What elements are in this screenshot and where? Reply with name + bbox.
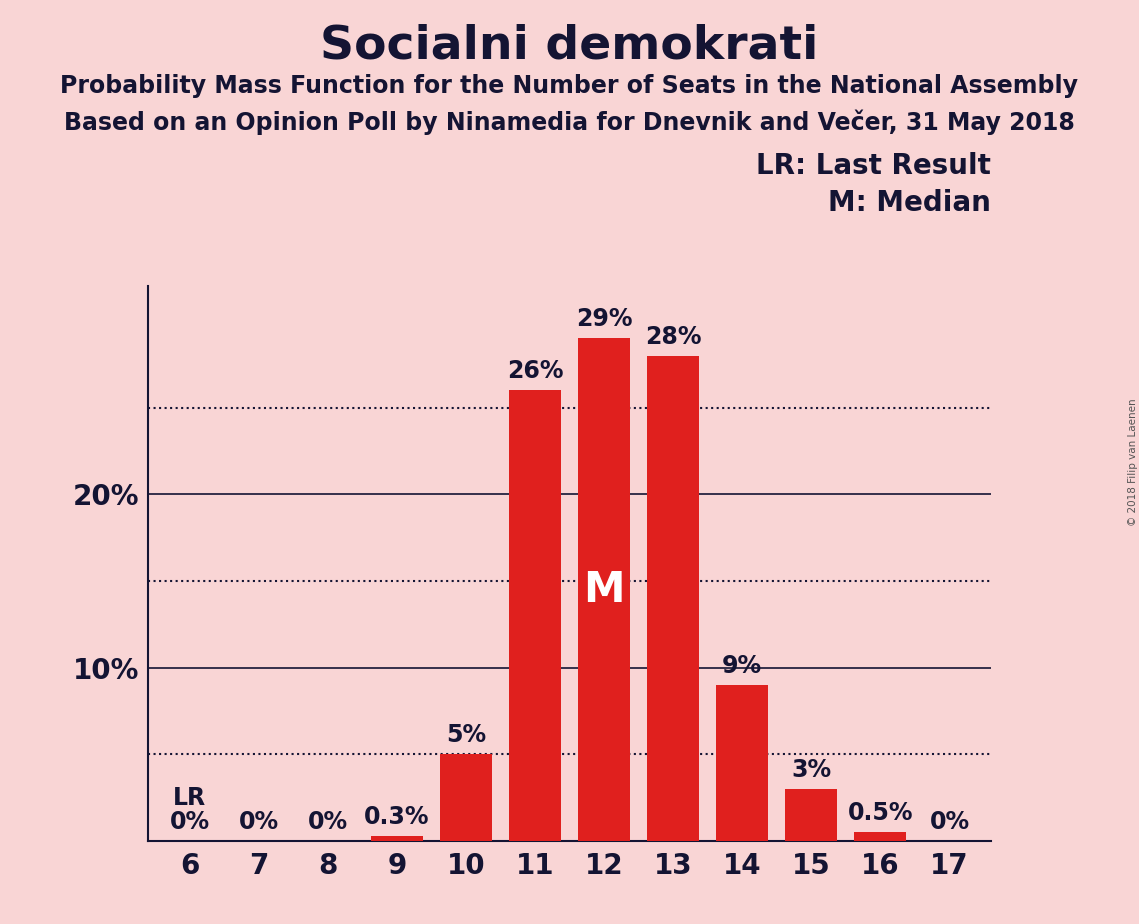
Text: 3%: 3%	[792, 758, 831, 782]
Bar	[509, 390, 560, 841]
Text: 26%: 26%	[507, 359, 563, 383]
Bar	[371, 835, 423, 841]
Text: 0%: 0%	[238, 810, 279, 833]
Bar	[854, 833, 907, 841]
Bar	[647, 356, 699, 841]
Text: LR: LR	[173, 785, 206, 809]
Text: © 2018 Filip van Laenen: © 2018 Filip van Laenen	[1129, 398, 1138, 526]
Text: Probability Mass Function for the Number of Seats in the National Assembly: Probability Mass Function for the Number…	[60, 74, 1079, 98]
Text: 28%: 28%	[645, 325, 702, 349]
Text: Based on an Opinion Poll by Ninamedia for Dnevnik and Večer, 31 May 2018: Based on an Opinion Poll by Ninamedia fo…	[64, 109, 1075, 135]
Text: 5%: 5%	[445, 723, 486, 748]
Text: M: Median: M: Median	[828, 189, 991, 217]
Bar	[716, 685, 768, 841]
Text: 0.5%: 0.5%	[847, 801, 913, 825]
Text: 0%: 0%	[170, 810, 210, 833]
Text: 29%: 29%	[576, 308, 632, 332]
Bar	[786, 789, 837, 841]
Text: 0%: 0%	[308, 810, 347, 833]
Text: 9%: 9%	[722, 654, 762, 678]
Text: LR: Last Result: LR: Last Result	[756, 152, 991, 180]
Text: 0%: 0%	[929, 810, 969, 833]
Text: M: M	[583, 568, 625, 611]
Text: 0.3%: 0.3%	[364, 805, 429, 829]
Bar	[579, 338, 630, 841]
Text: Socialni demokrati: Socialni demokrati	[320, 23, 819, 68]
Bar	[440, 754, 492, 841]
